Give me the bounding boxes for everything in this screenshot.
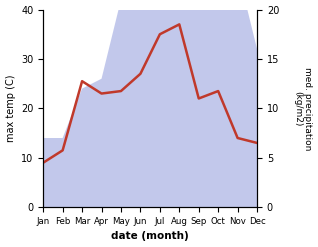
X-axis label: date (month): date (month)	[111, 231, 189, 242]
Y-axis label: max temp (C): max temp (C)	[5, 75, 16, 142]
Y-axis label: med. precipitation
(kg/m2): med. precipitation (kg/m2)	[293, 67, 313, 150]
